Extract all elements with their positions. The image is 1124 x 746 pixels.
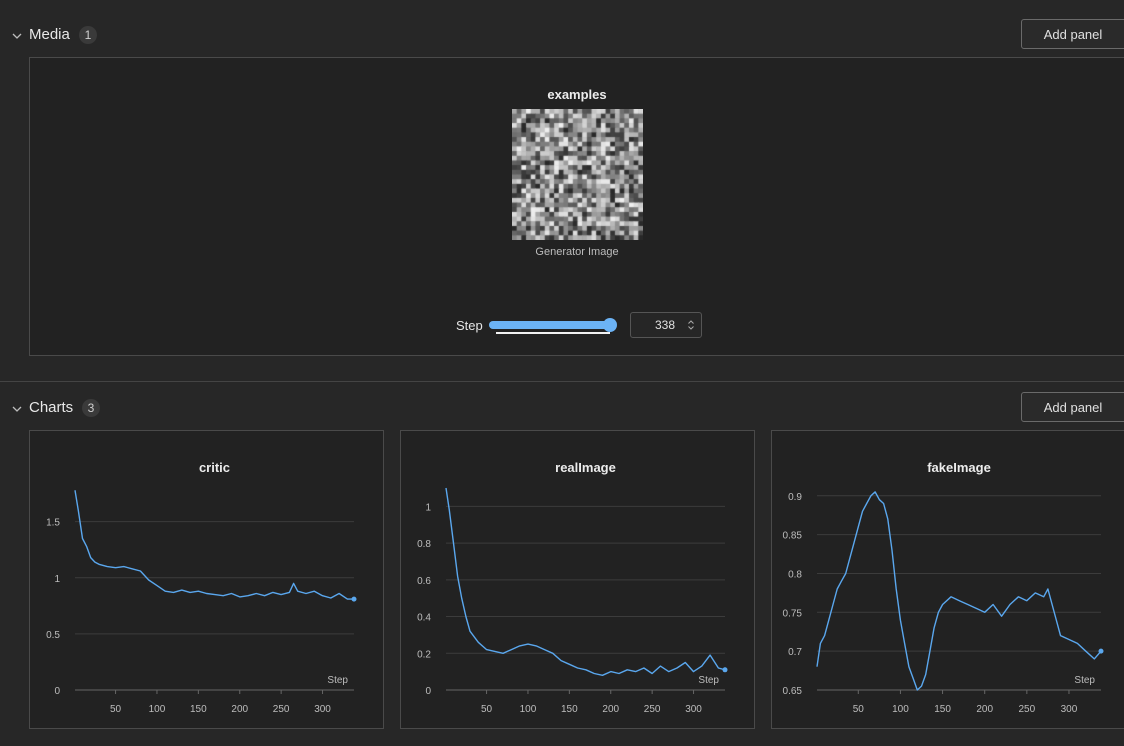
y-tick-label: 0.2 <box>417 649 431 660</box>
chart-panel-critic[interactable]: critic 0 0.5 1 1.5 50 100 150 200 250 300 Step <box>29 430 384 729</box>
charts-count-badge: 3 <box>82 399 100 417</box>
chart-title: critic <box>199 460 230 475</box>
x-tick-label: 100 <box>520 704 537 715</box>
section-divider <box>0 381 1124 382</box>
step-slider-underline <box>496 332 610 334</box>
x-tick-label: 200 <box>602 704 619 715</box>
step-slider-label: Step <box>456 318 483 333</box>
x-tick-label: 300 <box>314 704 331 715</box>
series-endpoint[interactable] <box>722 667 728 673</box>
y-tick-label: 0.75 <box>783 608 803 619</box>
x-tick-label: 150 <box>561 704 578 715</box>
chart-title: fakeImage <box>927 460 991 475</box>
y-tick-label: 0.4 <box>417 613 431 624</box>
y-tick-label: 0.85 <box>783 531 803 542</box>
y-tick-label: 0.6 <box>417 576 431 587</box>
series-line[interactable] <box>816 491 1102 691</box>
charts-section-title: Charts <box>29 399 74 416</box>
x-tick-label: 100 <box>149 704 166 715</box>
step-slider-fill <box>489 321 611 329</box>
x-tick-label: 150 <box>934 704 951 715</box>
x-tick-label: 300 <box>685 704 702 715</box>
chart-panel-realimage[interactable]: realImage 0 0.2 0.4 0.6 0.8 1 50 100 150 200 250 300… <box>400 430 755 729</box>
x-tick-label: 250 <box>644 704 661 715</box>
x-tick-label: 100 <box>892 704 909 715</box>
chart-panel-fakeimage[interactable]: fakeImage 0.65 0.7 0.75 0.8 0.85 0.9 50 100 150 20… <box>771 430 1124 729</box>
y-tick-label: 0.65 <box>783 686 803 697</box>
y-tick-label: 1 <box>54 574 60 585</box>
x-tick-label: 50 <box>110 704 122 715</box>
generator-image[interactable] <box>512 109 643 240</box>
stepper-arrows-icon[interactable] <box>687 319 695 331</box>
media-add-panel-button[interactable]: Add panel <box>1021 19 1124 49</box>
y-tick-label: 0.7 <box>788 647 802 658</box>
series-line[interactable] <box>445 487 726 677</box>
series-endpoint[interactable] <box>1098 648 1104 654</box>
step-slider[interactable] <box>489 318 617 338</box>
chevron-down-icon[interactable] <box>11 30 23 42</box>
step-slider-thumb[interactable] <box>603 318 617 332</box>
y-tick-label: 1.5 <box>46 518 60 529</box>
fakeimage-chart[interactable]: fakeImage 0.65 0.7 0.75 0.8 0.85 0.9 50 100 150 20… <box>772 431 1124 728</box>
x-tick-label: 150 <box>190 704 207 715</box>
x-axis-label: Step <box>1074 675 1095 686</box>
x-tick-label: 50 <box>481 704 493 715</box>
series-line[interactable] <box>74 490 354 600</box>
x-axis-label: Step <box>327 675 348 686</box>
charts-section-header[interactable]: Charts 3 <box>0 393 1124 423</box>
charts-add-panel-button[interactable]: Add panel <box>1021 392 1124 422</box>
y-tick-label: 0.8 <box>417 539 431 550</box>
image-caption: Generator Image <box>535 246 619 258</box>
step-number-value: 338 <box>654 318 675 332</box>
chevron-down-icon[interactable] <box>11 403 23 415</box>
x-tick-label: 250 <box>273 704 290 715</box>
media-count-badge: 1 <box>79 26 97 44</box>
x-tick-label: 250 <box>1018 704 1035 715</box>
y-tick-label: 0 <box>54 686 60 697</box>
media-section-header[interactable]: Media 1 <box>0 20 1124 50</box>
media-section-title: Media <box>29 26 70 43</box>
y-tick-label: 0 <box>425 686 431 697</box>
x-tick-label: 200 <box>976 704 993 715</box>
step-number-input[interactable]: 338 <box>630 312 702 338</box>
y-tick-label: 0.8 <box>788 569 802 580</box>
critic-chart[interactable]: critic 0 0.5 1 1.5 50 100 150 200 250 300 Step <box>30 431 383 728</box>
x-axis-label: Step <box>698 675 719 686</box>
y-tick-label: 1 <box>425 502 431 513</box>
x-tick-label: 50 <box>853 704 865 715</box>
series-endpoint[interactable] <box>351 596 357 602</box>
y-tick-label: 0.5 <box>46 630 60 641</box>
x-tick-label: 300 <box>1061 704 1078 715</box>
media-panel-examples: examples Generator Image <box>29 57 1124 356</box>
chart-title: realImage <box>555 460 616 475</box>
media-panel-title: examples <box>547 87 607 102</box>
x-tick-label: 200 <box>231 704 248 715</box>
y-tick-label: 0.9 <box>788 492 802 503</box>
